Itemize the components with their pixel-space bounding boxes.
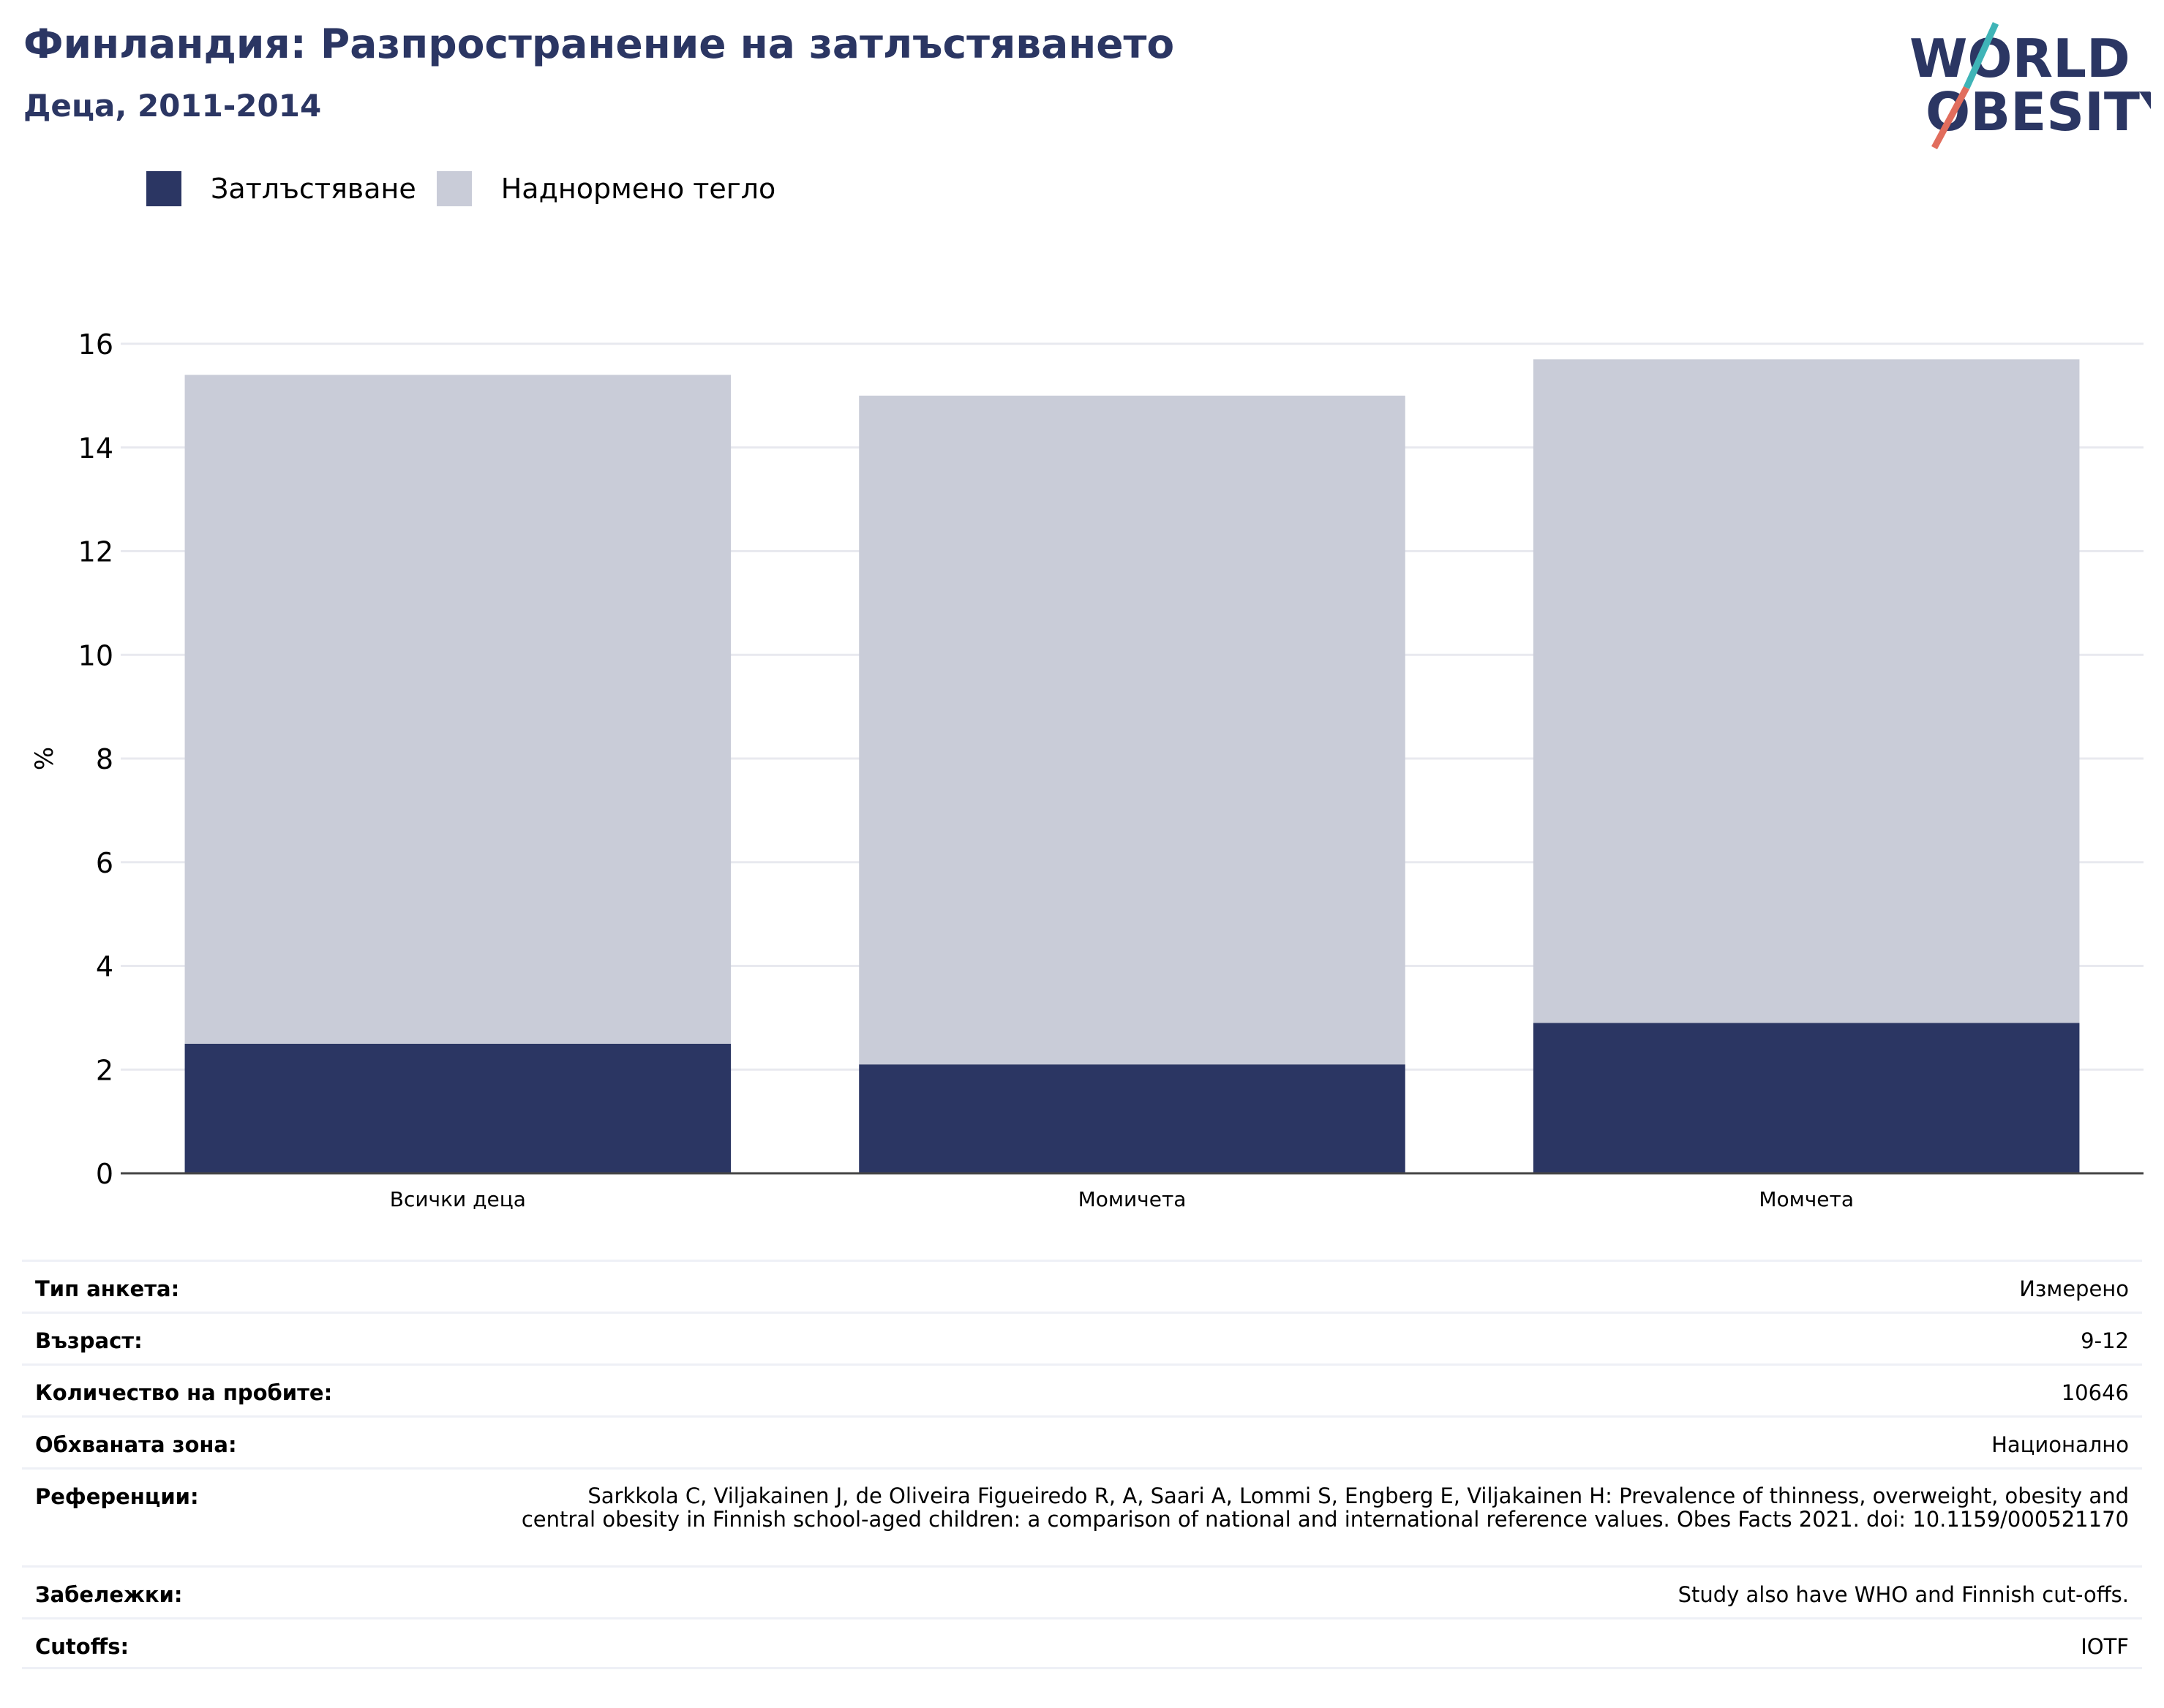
details-label: Обхваната зона:: [35, 1432, 237, 1457]
x-tick-label: Всички деца: [390, 1187, 526, 1211]
details-label: Възраст:: [35, 1328, 143, 1353]
logo-text-world: WORLD: [1909, 28, 2130, 89]
details-row-survey-type: Тип анкета: Измерено: [22, 1260, 2142, 1312]
legend-swatch-overweight: [436, 171, 472, 206]
details-value: 9-12: [2081, 1328, 2129, 1353]
y-axis-label: %: [30, 747, 59, 770]
details-row-notes: Забележки: Study also have WHO and Finni…: [22, 1565, 2142, 1617]
page-title: Финландия: Разпространение на затлъстява…: [23, 20, 1175, 67]
y-tick-label: 0: [96, 1158, 113, 1190]
y-tick-label: 10: [78, 639, 113, 671]
x-tick-label: Момчета: [1759, 1187, 1854, 1211]
details-row-area: Обхваната зона: Национално: [22, 1415, 2142, 1467]
chart-legend: Затлъстяване Наднормено тегло: [146, 167, 796, 211]
bar-overweight: [859, 395, 1405, 1065]
details-value: Национално: [1991, 1432, 2129, 1457]
y-tick-label: 2: [96, 1054, 113, 1086]
details-row-references: Референции: Sarkkola C, Viljakainen J, d…: [22, 1467, 2142, 1565]
page-subtitle: Деца, 2011-2014: [23, 88, 322, 124]
details-value: Study also have WHO and Finnish cut-offs…: [1678, 1582, 2129, 1607]
bar-obesity: [859, 1064, 1405, 1173]
y-tick-label: 14: [78, 432, 113, 464]
details-value: IOTF: [2081, 1634, 2129, 1659]
y-tick-label: 4: [96, 951, 113, 983]
details-label: Cutoffs:: [35, 1634, 129, 1659]
y-tick-label: 12: [78, 536, 113, 568]
bar-obesity: [1533, 1023, 2080, 1173]
details-row-sample-size: Количество на пробите: 10646: [22, 1363, 2142, 1415]
y-tick-label: 6: [96, 847, 113, 879]
world-obesity-logo: WORLD OBESITY: [1909, 22, 2151, 150]
details-value: Измерено: [2019, 1276, 2129, 1301]
bar-overweight: [1533, 359, 2080, 1023]
logo-slash-coral: [1931, 86, 1969, 150]
logo-text-obesity: OBESITY: [1926, 81, 2151, 143]
details-value: 10646: [2061, 1380, 2129, 1405]
details-label: Референции:: [35, 1484, 199, 1509]
details-label: Количество на пробите:: [35, 1380, 333, 1405]
details-label: Забележки:: [35, 1582, 183, 1607]
details-row-age: Възраст: 9-12: [22, 1312, 2142, 1363]
details-table: Тип анкета: Измерено Възраст: 9-12 Колич…: [22, 1260, 2142, 1669]
bar-chart: 0 2 4 6 8 10 12 14 16% Всички деца Момичета Момчета: [30, 328, 2144, 1211]
legend-label-overweight: Наднормено тегло: [500, 173, 776, 205]
bar-obesity: [184, 1043, 732, 1173]
details-row-cutoffs: Cutoffs: IOTF: [22, 1617, 2142, 1669]
bar-overweight: [184, 375, 732, 1044]
legend-item-overweight: Наднормено тегло: [436, 171, 776, 206]
legend-swatch-obesity: [146, 171, 181, 206]
logo-slash-teal: [1963, 22, 1999, 89]
legend-item-obesity: Затлъстяване: [146, 171, 416, 206]
details-value: Sarkkola C, Viljakainen J, de Oliveira F…: [521, 1483, 2129, 1532]
legend-label-obesity: Затлъстяване: [211, 173, 416, 205]
y-tick-label: 8: [96, 743, 113, 775]
details-label: Тип анкета:: [35, 1276, 180, 1301]
y-tick-label: 16: [78, 328, 113, 361]
x-tick-label: Момичета: [1078, 1187, 1187, 1211]
